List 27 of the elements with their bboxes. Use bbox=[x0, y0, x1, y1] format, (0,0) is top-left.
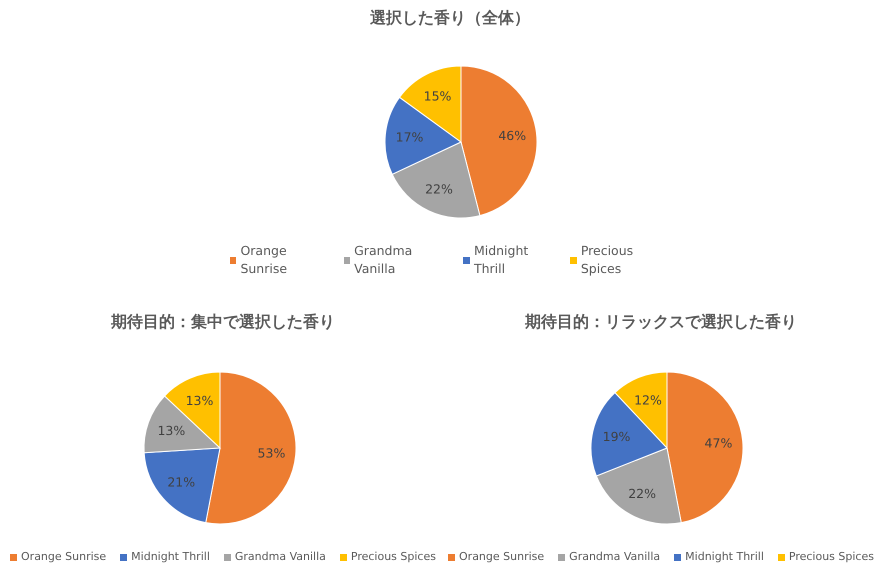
data-label: 22% bbox=[425, 181, 454, 196]
data-label: 46% bbox=[498, 128, 526, 144]
data-label: 12% bbox=[634, 392, 662, 408]
chart-title: 期待目的：集中で選択した香り bbox=[110, 312, 336, 332]
data-label: 22% bbox=[628, 486, 656, 501]
data-label: 17% bbox=[396, 130, 424, 145]
data-label: 47% bbox=[704, 436, 732, 451]
data-label: 21% bbox=[167, 474, 196, 490]
legend-label: Orange Sunrise bbox=[240, 242, 288, 278]
legend-label: Midnight Thrill bbox=[131, 549, 210, 565]
chart-title: 選択した香り（全体） bbox=[369, 8, 531, 28]
chart-title: 期待目的：リラックスで選択した香り bbox=[524, 312, 798, 332]
data-label: 53% bbox=[258, 445, 286, 460]
legend-label: Midnight Thrill bbox=[685, 549, 764, 565]
legend-label: Midnight Thrill bbox=[474, 242, 530, 278]
legend-label: Grandma Vanilla bbox=[354, 242, 414, 278]
data-label: 13% bbox=[186, 393, 214, 408]
legend-label: Precious Spices bbox=[580, 242, 634, 278]
data-label: 19% bbox=[602, 429, 631, 444]
legend-label: Precious Spices bbox=[788, 549, 874, 565]
data-label: 15% bbox=[424, 88, 452, 104]
data-label: 13% bbox=[157, 422, 186, 438]
legend-label: Precious Spices bbox=[350, 549, 436, 565]
legend-label: Grandma Vanilla bbox=[234, 549, 326, 565]
legend-label: Orange Sunrise bbox=[459, 549, 544, 565]
legend-label: Grandma Vanilla bbox=[569, 549, 660, 565]
legend-label: Orange Sunrise bbox=[21, 549, 106, 565]
